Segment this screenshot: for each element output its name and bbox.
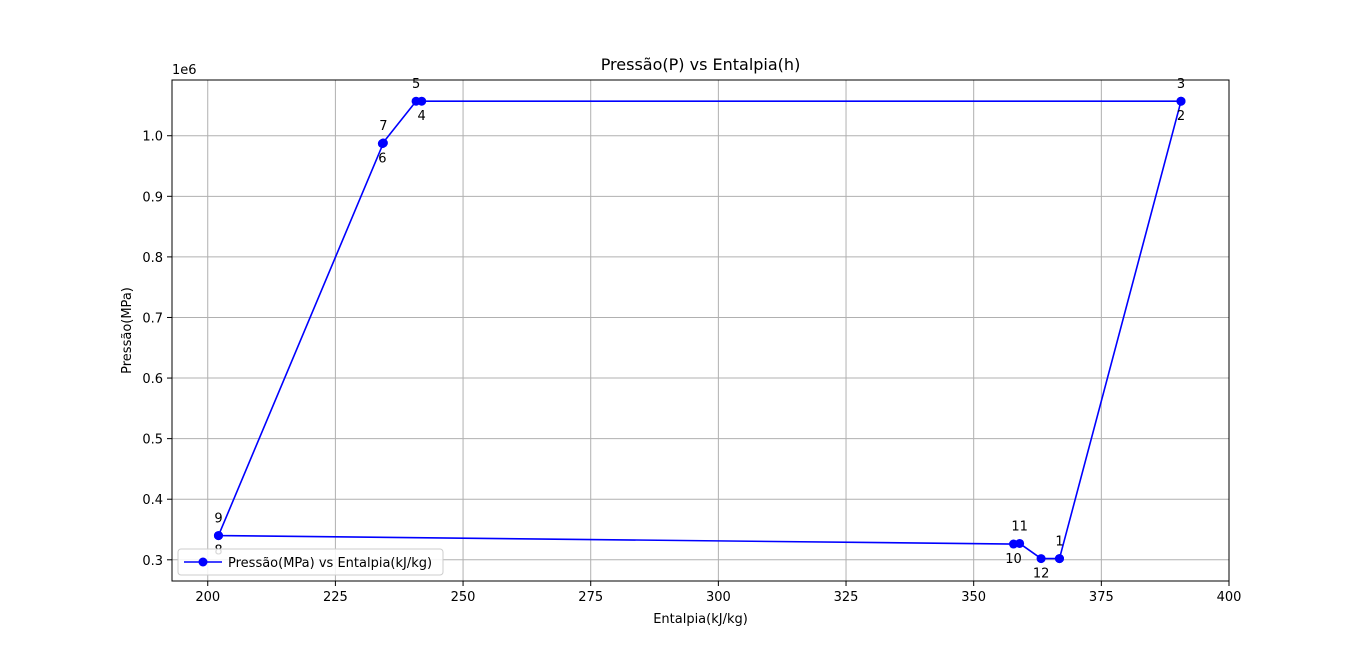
axes-frame — [171, 79, 1230, 582]
y-tick-label: 0.3 — [142, 554, 163, 569]
x-tick-label: 300 — [706, 590, 731, 605]
y-tick-label: 0.6 — [142, 372, 163, 387]
plot-markers — [213, 96, 1186, 564]
point-label: 1 — [1055, 535, 1063, 550]
y-tick-label: 0.8 — [142, 251, 163, 266]
x-tick-label: 275 — [578, 590, 603, 605]
y-axis-label: Pressão(MPa) — [120, 287, 135, 374]
y-tick-label: 0.5 — [142, 433, 163, 448]
y-tick-label: 0.7 — [142, 311, 163, 326]
y-axis-ticks: 0.3 0.4 0.5 0.6 0.7 0.8 0.9 1.0 — [142, 130, 172, 569]
x-axis-label: Entalpia(kJ/kg) — [653, 612, 748, 627]
x-axis-ticks: 200 225 250 275 300 325 350 375 400 — [195, 581, 1241, 605]
data-point — [213, 531, 223, 541]
legend-entry: Pressão(MPa) vs Entalpia(kJ/kg) — [228, 556, 432, 571]
chart-title: Pressão(P) vs Entalpia(h) — [601, 55, 801, 74]
data-point — [1054, 554, 1064, 564]
y-offset-text: 1e6 — [172, 63, 197, 78]
x-tick-label: 325 — [834, 590, 859, 605]
y-tick-label: 0.9 — [142, 190, 163, 205]
legend-box — [177, 548, 444, 576]
point-label: 9 — [214, 512, 222, 527]
point-label: 7 — [379, 119, 387, 134]
point-label: 5 — [412, 77, 420, 92]
y-tick-label: 1.0 — [142, 130, 163, 145]
x-tick-label: 250 — [451, 590, 476, 605]
point-label: 2 — [1177, 109, 1185, 124]
data-point — [1015, 538, 1025, 548]
point-label: 12 — [1033, 567, 1050, 582]
data-point — [378, 138, 388, 148]
point-label: 6 — [378, 152, 386, 167]
x-tick-label: 400 — [1217, 590, 1242, 605]
legend: Pressão(MPa) vs Entalpia(kJ/kg) — [177, 548, 444, 576]
point-label: 3 — [1177, 77, 1185, 92]
point-label: 11 — [1011, 519, 1028, 534]
y-tick-label: 0.4 — [142, 493, 163, 508]
legend-marker — [198, 557, 208, 567]
data-point — [1176, 96, 1186, 106]
point-label: 10 — [1005, 552, 1022, 567]
x-tick-label: 350 — [961, 590, 986, 605]
data-point — [411, 96, 421, 106]
point-label: 4 — [418, 109, 426, 124]
x-tick-label: 375 — [1089, 590, 1114, 605]
x-tick-label: 200 — [195, 590, 220, 605]
x-tick-label: 225 — [323, 590, 348, 605]
data-point — [1036, 554, 1046, 564]
